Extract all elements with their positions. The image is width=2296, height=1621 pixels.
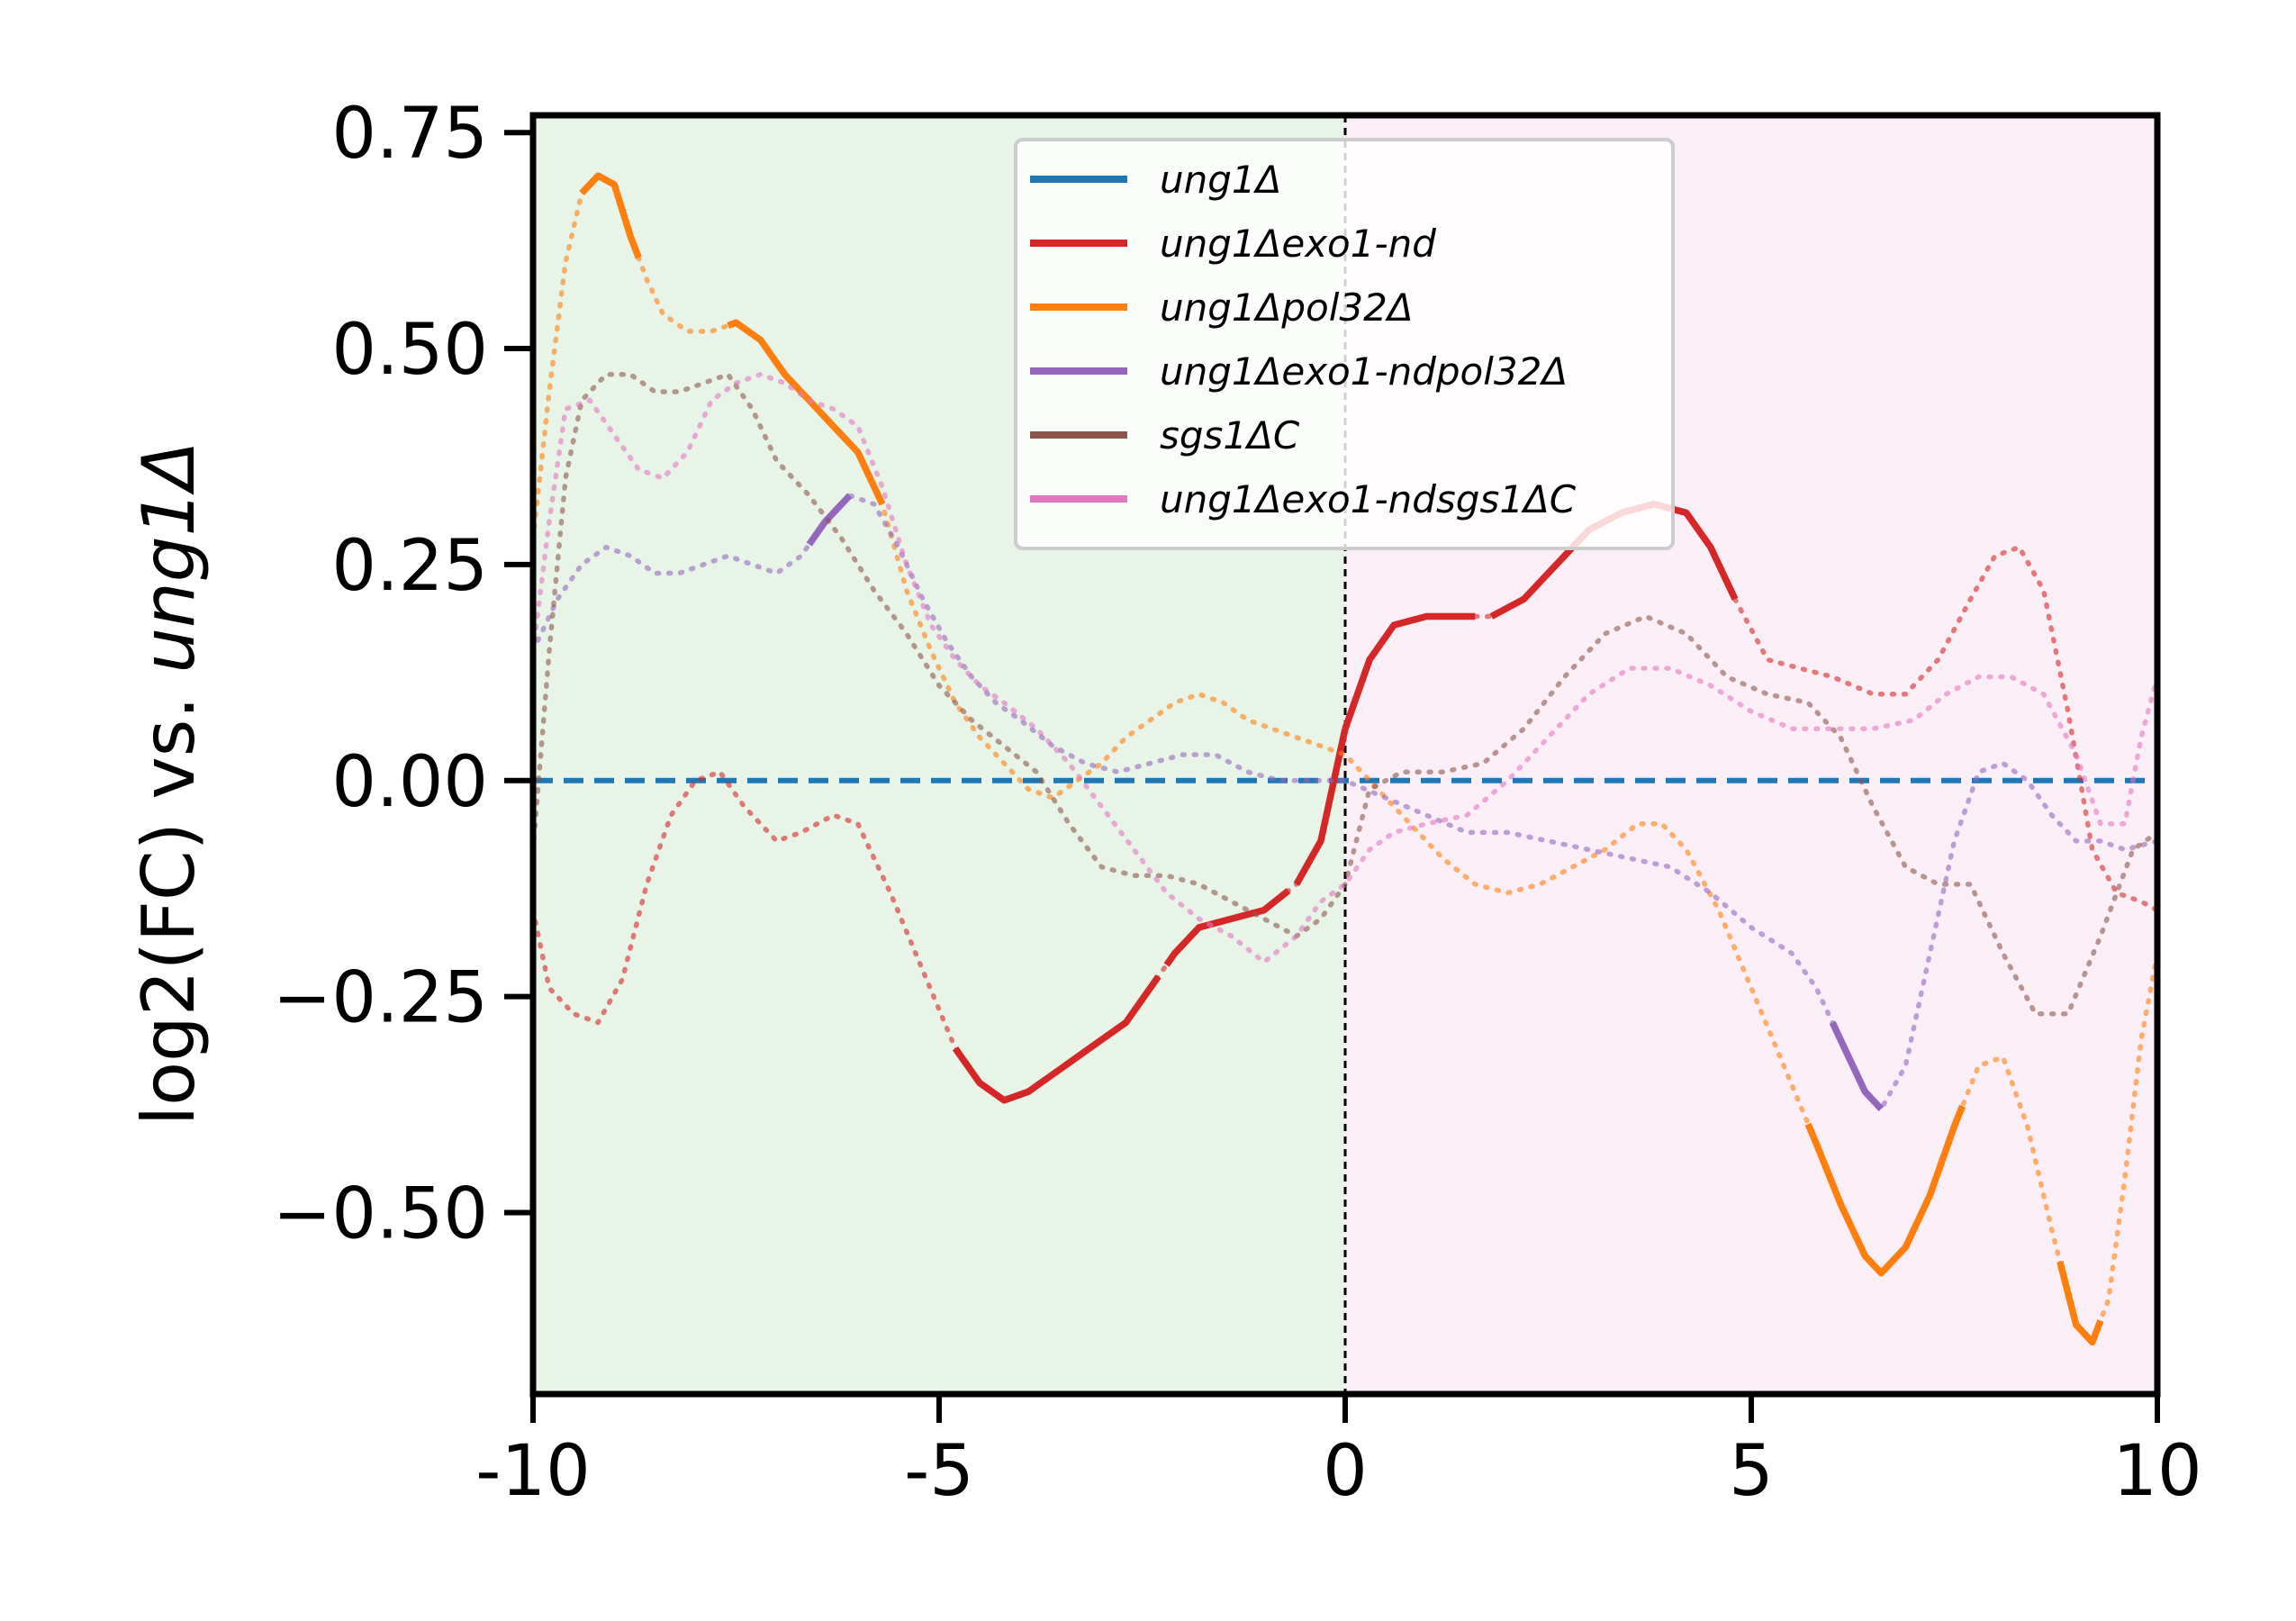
y-axis-title: log2(FC) vs. ung1Δ bbox=[127, 441, 211, 1126]
y-tick-label-1: 0.50 bbox=[331, 310, 488, 391]
legend-label-3: ung1Δexo1-ndpol32Δ bbox=[1160, 349, 1568, 394]
x-tick-label-1: -5 bbox=[904, 1431, 974, 1512]
series-lines bbox=[533, 172, 2157, 1346]
legend: ung1Δ ung1Δexo1-nd ung1Δpol32Δ ung1Δexo1-nd… bbox=[1014, 138, 1675, 550]
series-1-highlight-1 bbox=[1163, 888, 1291, 967]
series-3-highlight-1 bbox=[1829, 1020, 1885, 1111]
y-axis-title-text: log2(FC) vs. bbox=[127, 674, 211, 1126]
series-3-highlight-0 bbox=[806, 493, 853, 547]
y-tick-label-2: 0.25 bbox=[331, 526, 488, 607]
series-2-highlight-1 bbox=[727, 319, 886, 506]
series-2-highlight-2 bbox=[1804, 1104, 1966, 1277]
legend-label-5: ung1Δexo1-ndsgs1ΔC bbox=[1160, 477, 1577, 521]
series-line-3 bbox=[533, 493, 2157, 1112]
x-tick-label-0: -10 bbox=[475, 1431, 590, 1512]
y-axis-title-italic: ung1Δ bbox=[127, 441, 211, 674]
y-tick-label-0: 0.75 bbox=[331, 94, 488, 175]
x-tick-label-4: 10 bbox=[2112, 1431, 2201, 1512]
series-2-highlight-0 bbox=[579, 172, 642, 259]
series-1-highlight-0 bbox=[952, 974, 1162, 1104]
legend-label-0: ung1Δ bbox=[1160, 158, 1281, 202]
y-axis-ticks: 0.75 0.50 0.25 0.00 −0.25 −0.50 bbox=[273, 94, 533, 1255]
series-3 bbox=[533, 493, 2157, 1112]
x-tick-label-2: 0 bbox=[1323, 1431, 1368, 1512]
legend-label-2: ung1Δpol32Δ bbox=[1160, 285, 1414, 330]
legend-label-4: sgs1ΔC bbox=[1160, 413, 1300, 457]
series-1-highlight-3 bbox=[1342, 612, 1476, 730]
y-tick-label-4: −0.25 bbox=[273, 958, 488, 1039]
y-tick-label-3: 0.00 bbox=[331, 742, 488, 823]
series-4 bbox=[533, 372, 2157, 1017]
series-2-highlight-3 bbox=[2056, 1260, 2104, 1346]
series-line-5 bbox=[533, 372, 2157, 965]
x-tick-label-3: 5 bbox=[1729, 1431, 1774, 1512]
series-line-4 bbox=[533, 372, 2157, 1017]
series-2 bbox=[533, 172, 2157, 1346]
y-tick-label-5: −0.50 bbox=[273, 1174, 488, 1255]
legend-box bbox=[1014, 138, 1675, 550]
legend-label-1: ung1Δexo1-nd bbox=[1160, 222, 1436, 266]
series-1-highlight-2 bbox=[1293, 728, 1349, 886]
series-5 bbox=[533, 372, 2157, 965]
x-axis-ticks: -10 -5 0 5 10 bbox=[475, 1394, 2202, 1512]
